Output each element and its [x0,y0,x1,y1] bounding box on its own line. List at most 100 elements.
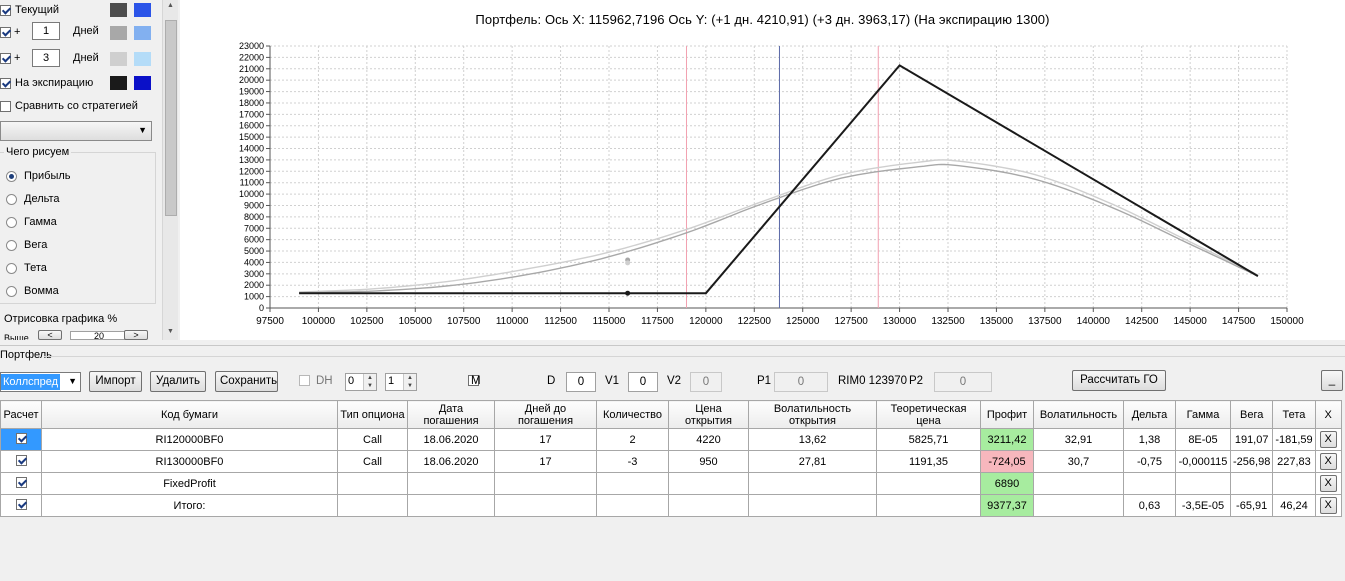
cell-code[interactable]: FixedProfit [41,472,338,495]
dh-checkbox[interactable] [299,375,310,386]
curve-plus1-checkbox[interactable] [0,26,11,38]
table-row[interactable]: RI120000BF0 Call 18.06.2020 17 2 4220 13,62 582… [0,428,1342,451]
cell-date[interactable]: 18.06.2020 [407,428,495,451]
scrollbar-thumb[interactable] [165,20,177,216]
cell-type[interactable] [337,472,408,495]
dh-spinner-1[interactable]: 0 ▲ ▼ [345,373,377,391]
curve-plus1-color-alt[interactable] [134,26,151,40]
table-row[interactable]: RI130000BF0 Call 18.06.2020 17 -3 950 27,81 119… [0,450,1342,473]
import-button[interactable]: Импорт [89,371,142,392]
col-header-vega[interactable]: Вега [1229,400,1274,429]
cell-theta[interactable]: 46,24 [1272,494,1316,517]
draw-option-delta[interactable]: Дельта [6,190,60,208]
draw-option-delta-radio[interactable] [6,193,17,205]
curve-current-checkbox[interactable] [0,4,11,16]
cell-days[interactable] [494,494,597,517]
cell-vega[interactable] [1229,472,1274,495]
curve-plus1-color-main[interactable] [110,26,127,40]
calc-checkbox[interactable] [15,498,27,510]
cell-gamma[interactable]: -0,000115 [1175,450,1231,473]
v1-input[interactable]: 0 [628,372,658,392]
cell-delta[interactable]: -0,75 [1123,450,1176,473]
left-panel-scrollbar[interactable]: ▲ ▼ [162,0,178,340]
curve-current-color-main[interactable] [110,3,127,17]
col-header-option-type[interactable]: Тип опциона [337,400,408,429]
cell-open-price[interactable] [668,472,749,495]
cell-vega[interactable]: -65,91 [1229,494,1274,517]
m-checkbox[interactable] [468,375,480,386]
cell-open-vol[interactable] [748,494,877,517]
cell-type[interactable] [337,494,408,517]
col-header-code[interactable]: Код бумаги [41,400,338,429]
scroll-down-icon[interactable]: ▼ [167,328,174,335]
save-button[interactable]: Сохранить [215,371,278,392]
curve-plus3-color-main[interactable] [110,52,127,66]
calculate-go-button[interactable]: Рассчитать ГО [1072,370,1166,391]
draw-option-vomma-radio[interactable] [6,285,17,297]
calc-checkbox[interactable] [15,432,27,444]
col-header-theta[interactable]: Тета [1272,400,1316,429]
cell-delta[interactable]: 1,38 [1123,428,1176,451]
curve-current-color-alt[interactable] [134,3,151,17]
chart-canvas[interactable]: 0100020003000400050006000700080009000100… [180,0,1345,340]
curve-plus3-color-alt[interactable] [134,52,151,66]
cell-theor[interactable] [876,494,981,517]
cell-qty[interactable]: -3 [596,450,669,473]
cell-vega[interactable]: 191,07 [1229,428,1274,451]
cell-qty[interactable] [596,494,669,517]
remove-row-button[interactable]: X [1319,431,1337,448]
draw-option-vomma[interactable]: Вомма [6,282,59,300]
spinner-arrows-icon[interactable]: ▲ ▼ [403,374,416,390]
cell-type[interactable]: Call [337,450,408,473]
cell-delta[interactable]: 0,63 [1123,494,1176,517]
cell-open-vol[interactable]: 13,62 [748,428,877,451]
draw-option-vega[interactable]: Вега [6,236,47,254]
cell-theta[interactable]: -181,59 [1272,428,1316,451]
calc-cell[interactable] [0,472,42,495]
cell-open-vol[interactable]: 27,81 [748,450,877,473]
cell-profit[interactable]: 3211,42 [980,428,1034,451]
draw-option-theta[interactable]: Тета [6,259,47,277]
v2-input[interactable]: 0 [690,372,722,392]
cell-code[interactable]: RI130000BF0 [41,450,338,473]
col-header-open-volatility[interactable]: Волатильность открытия [748,400,877,429]
draw-option-profit[interactable]: Прибыль [6,167,71,185]
cell-gamma[interactable] [1175,472,1231,495]
cell-code[interactable]: RI120000BF0 [41,428,338,451]
cell-open-price[interactable]: 4220 [668,428,749,451]
minimize-panel-button[interactable]: _ [1321,370,1343,391]
cell-delta[interactable] [1123,472,1176,495]
curve-expiration-color-main[interactable] [110,76,127,90]
calc-cell[interactable] [0,450,42,473]
remove-row-button[interactable]: X [1319,453,1337,470]
calc-cell[interactable] [0,494,42,517]
table-row[interactable]: Итого: 9377,37 0,63 -3,5E-05 -65,91 46,24 X [0,494,1342,517]
curve-expiration-checkbox[interactable] [0,77,11,89]
curve-plus3-checkbox[interactable] [0,52,11,64]
cell-vega[interactable]: -256,98 [1229,450,1274,473]
cell-theor[interactable]: 5825,71 [876,428,981,451]
col-header-calc[interactable]: Расчет [0,400,42,429]
cell-days[interactable] [494,472,597,495]
cell-open-vol[interactable] [748,472,877,495]
draw-option-gamma[interactable]: Гамма [6,213,57,231]
cell-date[interactable]: 18.06.2020 [407,450,495,473]
scroll-up-icon[interactable]: ▲ [167,2,174,9]
cell-qty[interactable] [596,472,669,495]
cell-profit[interactable]: 9377,37 [980,494,1034,517]
cell-vol[interactable] [1033,494,1124,517]
horizontal-splitter[interactable] [0,340,1345,346]
strategy-select[interactable]: Коллспред ▼ [0,372,81,392]
cell-days[interactable]: 17 [494,450,597,473]
remove-row-button[interactable]: X [1319,475,1337,492]
calc-checkbox[interactable] [15,476,27,488]
cell-open-price[interactable] [668,494,749,517]
compare-strategy-checkbox[interactable] [0,100,11,112]
table-row[interactable]: FixedProfit 6890 X [0,472,1342,495]
cell-profit[interactable]: -724,05 [980,450,1034,473]
col-header-open-price[interactable]: Цена открытия [668,400,749,429]
cell-theta[interactable] [1272,472,1316,495]
cell-theor[interactable]: 1191,35 [876,450,981,473]
cell-vol[interactable] [1033,472,1124,495]
d-input[interactable]: 0 [566,372,596,392]
